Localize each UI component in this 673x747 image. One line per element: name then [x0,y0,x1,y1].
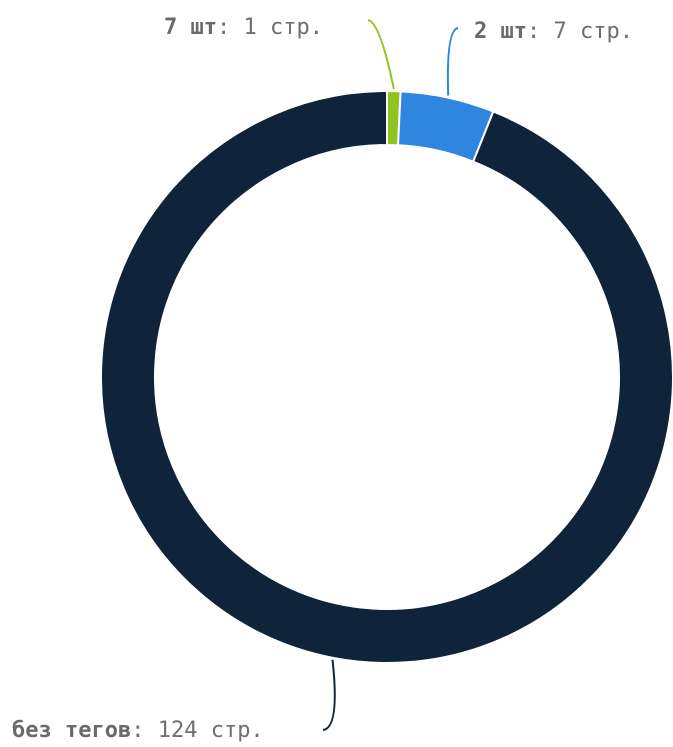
label-bez-tegov-colon: : [131,718,158,743]
label-bez-tegov-value: 124 стр. [158,718,264,743]
label-2sht-colon: : [527,19,554,44]
label-7sht-value: 1 стр. [243,15,322,40]
leader-line-2 [322,659,336,731]
leader-lines [322,19,459,731]
label-7sht: 7 шт: 1 стр. [164,15,323,40]
leader-line-1 [446,27,459,96]
label-bez-tegov-name: без тегов [12,718,131,743]
label-7sht-name: 7 шт [164,15,217,40]
leader-line-0 [367,19,395,90]
label-7sht-colon: : [217,15,244,40]
label-2sht-value: 7 стр. [553,19,632,44]
label-bez-tegov: без тегов: 124 стр. [12,718,264,743]
label-2sht-name: 2 шт [474,19,527,44]
donut-slices [100,89,673,664]
slice-2 [100,89,673,664]
label-2sht: 2 шт: 7 стр. [474,19,633,44]
